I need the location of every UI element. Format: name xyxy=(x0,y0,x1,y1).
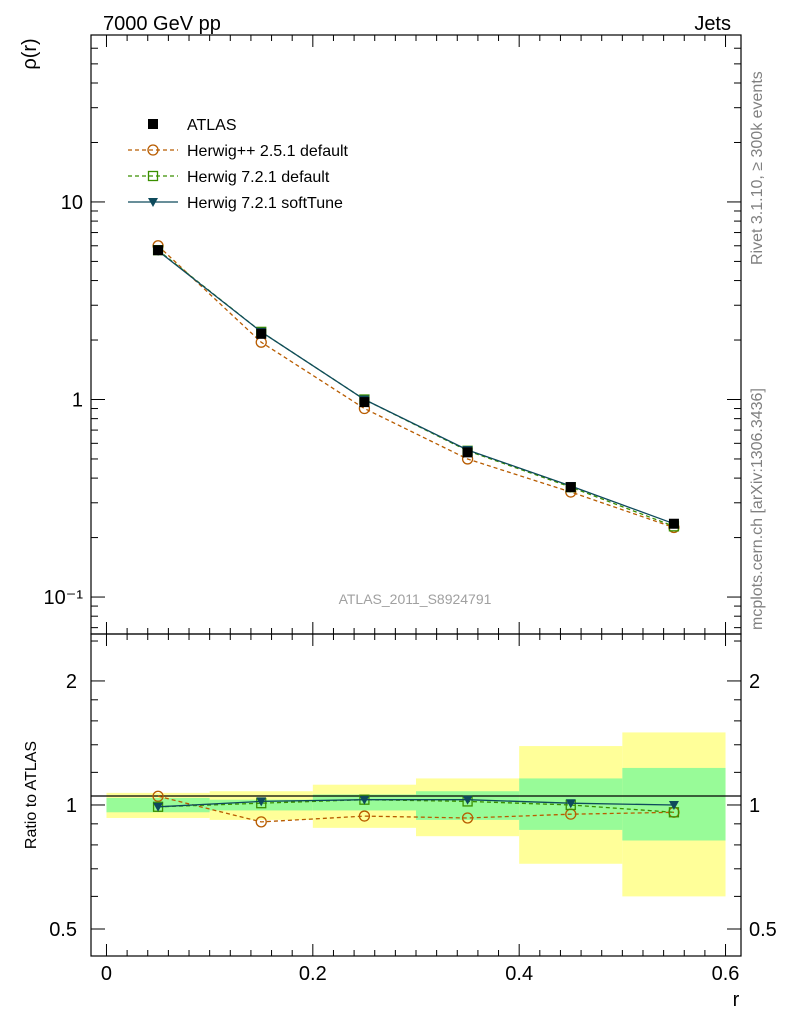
ratio-line-herwig-7-2-1-softtune xyxy=(158,799,674,808)
legend-label-atlas: ATLAS xyxy=(187,117,237,134)
legend-marker-atlas xyxy=(148,119,158,129)
main-point-atlas xyxy=(153,245,164,256)
main-y-axis-label: ρ(r) xyxy=(19,38,41,69)
main-point-atlas xyxy=(668,518,679,529)
analysis-watermark: ATLAS_2011_S8924791 xyxy=(339,591,492,607)
header-left: 7000 GeV pp xyxy=(103,13,221,35)
ratio-y-tick-label-left: 0.5 xyxy=(49,919,77,941)
x-tick-label: 0.6 xyxy=(712,963,740,985)
ratio-point-herwig-7-2-1-softtune xyxy=(668,800,679,810)
main-panel: ATLAS_2011_S8924791 10⁻¹ 1 10 ρ(r) xyxy=(19,34,742,635)
legend-label-herwig-7-2-1-softtune: Herwig 7.2.1 softTune xyxy=(187,195,343,212)
legend-marker-herwig-7-2-1-softtune xyxy=(148,198,158,207)
main-line-herwig-7-2-1-softtune xyxy=(157,250,675,525)
ratio-point-herwig-7-2-1-softtune xyxy=(256,797,267,807)
x-axis-label: r xyxy=(733,989,740,1011)
ratio-axis-ticks: 0 0.2 0.4 0.6 0.5 0.5 1 1 2 2 xyxy=(49,634,777,985)
ratio-y-tick-label-right: 1 xyxy=(749,795,760,817)
main-point-atlas xyxy=(359,397,370,408)
main-line-herwig-7-2-1-default xyxy=(157,249,675,527)
ratio-uncertainty-bands xyxy=(106,732,726,897)
x-tick-label: 0.2 xyxy=(299,963,327,985)
x-tick-label: 0.4 xyxy=(505,963,533,985)
ratio-point-herwig-7-2-1-softtune xyxy=(565,799,576,809)
ratio-y-tick-label-right: 2 xyxy=(749,671,760,693)
ratio-point-herwig-2-5-1-default xyxy=(255,816,267,828)
main-point-atlas xyxy=(256,328,267,339)
main-marks xyxy=(152,240,680,534)
main-point-atlas xyxy=(565,482,576,493)
ratio-y-tick-label-left: 2 xyxy=(66,671,77,693)
ratio-point-herwig-7-2-1-softtune xyxy=(462,795,473,805)
ratio-y-axis-label: Ratio to ATLAS xyxy=(23,741,40,849)
legend-label-herwig-2-5-1-default: Herwig++ 2.5.1 default xyxy=(187,143,349,160)
ratio-line-herwig-2-5-1-default xyxy=(157,795,674,823)
main-axis-ticks: 10⁻¹ 1 10 xyxy=(44,34,741,634)
ratio-point-herwig-2-5-1-default xyxy=(461,812,474,824)
legend-marker-herwig-7-2-1-default xyxy=(147,170,159,182)
rivet-label: Rivet 3.1.10, ≥ 300k events xyxy=(749,71,766,265)
legend-label-herwig-7-2-1-default: Herwig 7.2.1 default xyxy=(187,169,330,186)
mcplots-label: mcplots.cern.ch [arXiv:1306.3436] xyxy=(749,388,766,630)
ratio-line-herwig-7-2-1-default xyxy=(158,799,674,813)
ratio-y-tick-label-right: 0.5 xyxy=(749,919,777,941)
x-tick-label: 0 xyxy=(101,963,112,985)
ratio-point-herwig-2-5-1-default xyxy=(358,810,371,822)
legend: ATLAS Herwig++ 2.5.1 default Herwig 7.2.1 … xyxy=(128,117,349,212)
main-y-tick-label: 10⁻¹ xyxy=(44,587,84,609)
ratio-panel: 0 0.2 0.4 0.6 0.5 0.5 1 1 2 2 Ratio to ATLAS r xyxy=(23,633,777,1011)
ratio-marks xyxy=(152,790,680,828)
header-right: Jets xyxy=(694,13,731,35)
ratio-point-herwig-2-5-1-default xyxy=(152,790,164,802)
main-line-herwig-2-5-1-default xyxy=(157,245,675,529)
main-y-tick-label: 1 xyxy=(72,389,83,411)
ratio-point-herwig-7-2-1-softtune xyxy=(153,802,164,812)
ratio-point-herwig-7-2-1-softtune xyxy=(359,795,370,805)
ratio-y-tick-label-left: 1 xyxy=(66,795,77,817)
legend-marker-herwig-2-5-1-default xyxy=(147,144,159,156)
main-y-tick-label: 10 xyxy=(61,192,83,214)
main-point-atlas xyxy=(462,447,473,458)
